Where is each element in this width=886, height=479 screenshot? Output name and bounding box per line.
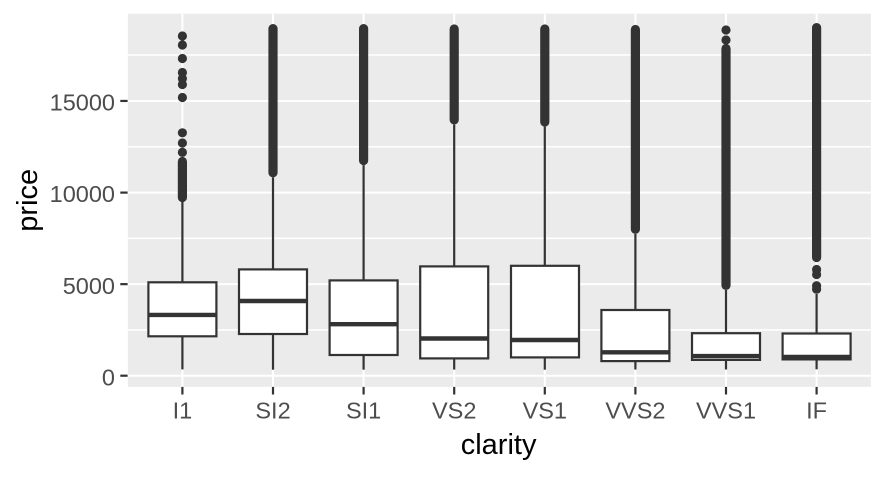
svg-text:10000: 10000	[50, 181, 115, 207]
svg-text:SI1: SI1	[346, 398, 381, 424]
svg-text:VS1: VS1	[523, 398, 567, 424]
svg-text:VVS1: VVS1	[696, 398, 756, 424]
svg-text:IF: IF	[806, 398, 827, 424]
svg-text:15000: 15000	[50, 90, 115, 116]
svg-text:VVS2: VVS2	[605, 398, 665, 424]
svg-text:VS2: VS2	[432, 398, 476, 424]
svg-text:5000: 5000	[63, 273, 115, 299]
svg-text:0: 0	[102, 364, 115, 390]
svg-text:clarity: clarity	[461, 429, 537, 461]
svg-text:price: price	[12, 169, 44, 232]
svg-text:SI2: SI2	[255, 398, 290, 424]
svg-text:I1: I1	[173, 398, 193, 424]
